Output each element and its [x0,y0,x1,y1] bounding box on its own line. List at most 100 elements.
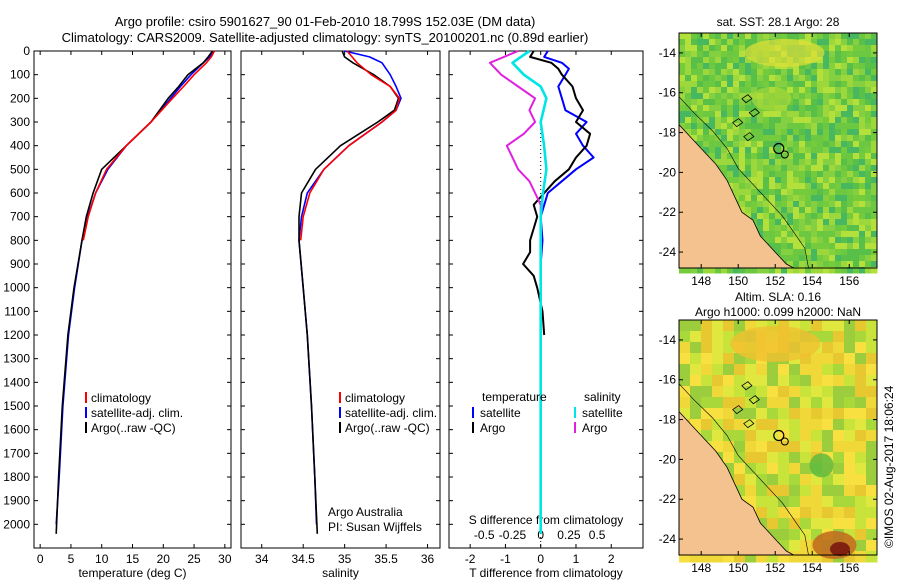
reef-outline [743,419,755,429]
map-cell [787,237,794,244]
map-cell [745,111,752,118]
map-cell [871,45,878,52]
map-cell [757,141,764,148]
map-cell [727,93,734,100]
x-axis-label: temperature (deg C) [78,566,186,580]
map-cell [871,123,878,130]
map-cell [757,165,764,172]
map-cell [715,123,722,130]
map-cell [715,141,722,148]
map-cell [709,99,716,106]
map-cell [697,123,704,130]
map-cell [690,419,702,431]
y-tick-label: 800 [10,233,30,247]
map-cell [679,93,686,100]
x-tick-label: 156 [839,561,859,575]
map-cell [715,267,722,274]
x-tick-label: 1 [573,552,580,566]
map-cell [721,63,728,70]
map-cell [871,33,878,40]
map-cell [757,225,764,232]
map-cell [829,57,836,64]
map-cell [739,177,746,184]
map-cell [817,81,824,88]
map-cell [835,219,842,226]
map-cell [703,45,710,52]
map-cell [823,195,830,202]
map-cell [829,93,836,100]
map-cell [793,147,800,154]
map-cell [679,117,686,124]
map-cell [703,87,710,94]
map-cell [835,153,842,160]
map-cell [847,63,854,70]
map-cell [703,123,710,130]
map-cell [685,123,692,130]
map-cell [865,111,872,118]
legend-label: satellite-adj. clim. [345,406,437,420]
map-cell [763,207,770,214]
map-cell [841,147,848,154]
map-cell [829,33,836,40]
map-cell [691,117,698,124]
map-cell [847,129,854,136]
map-cell [723,452,735,464]
map-cell [871,87,878,94]
y-tick-label: 0 [23,44,30,58]
map-cell [865,51,872,58]
map-cell [691,267,698,274]
map-title-line2: Argo h1000: 0.099 h2000: NaN [695,305,861,319]
map-cell [763,123,770,130]
reef-outline [748,395,760,405]
map-cell [715,159,722,166]
map-cell [781,81,788,88]
x-axis-label: T difference from climatology [469,566,623,580]
map-cell [823,57,830,64]
map-cell [847,243,854,250]
map-cell [679,75,686,82]
map-cell [745,75,752,82]
map-cell [847,99,854,106]
map-cell [701,551,713,563]
map-cell [767,441,779,453]
map-cell [751,195,758,202]
map-cell [703,111,710,118]
map-cell [847,213,854,220]
y-tick-label: 1300 [3,352,30,366]
map-cell [844,331,856,343]
map-cell [829,189,836,196]
map-cell [805,219,812,226]
map-cell [823,249,830,256]
map-cell [799,165,806,172]
map-cell [739,159,746,166]
map-cell [679,57,686,64]
x-tick-label: 30 [218,552,232,566]
map-cell [865,201,872,208]
map-cell [787,153,794,160]
map-cell [847,69,854,76]
map-cell [817,201,824,208]
x-tick-label: -1 [500,552,511,566]
map-cell [745,33,752,40]
map-cell [805,243,812,250]
map-cell [866,441,878,453]
map-cell [756,430,768,442]
map-cell [697,117,704,124]
y-tick-label: -20 [659,165,677,179]
map-cell [835,249,842,256]
map-cell [841,183,848,190]
map-cell [781,141,788,148]
map-cell [769,237,776,244]
map-cell [787,255,794,262]
map-cell [793,201,800,208]
map-cell [769,33,776,40]
map-cell [690,342,702,354]
map-cell [811,87,818,94]
map-cell [871,63,878,70]
map-cell [811,165,818,172]
map-cell [769,207,776,214]
map-cell [805,261,812,268]
s-tick-label: 0.5 [589,528,606,542]
map-cell [853,171,860,178]
map-cell [859,189,866,196]
